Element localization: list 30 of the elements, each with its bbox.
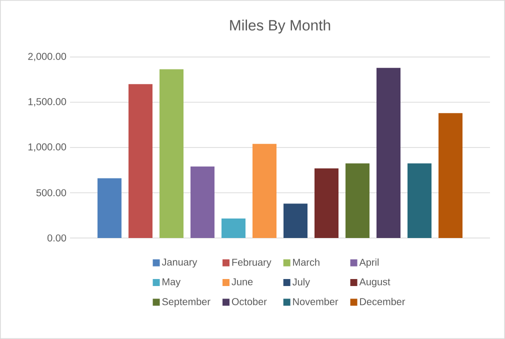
bar <box>438 113 463 238</box>
bar <box>128 84 152 238</box>
legend-label: April <box>359 258 379 268</box>
bar <box>314 168 338 238</box>
legend-label: June <box>232 278 253 286</box>
legend-label: March <box>293 258 320 266</box>
bar <box>190 166 214 238</box>
y-tick-label: 500.00 <box>36 189 66 196</box>
y-tick-label: 1,000.00 <box>28 143 66 152</box>
bar <box>98 178 122 238</box>
legend-label: October <box>232 298 267 306</box>
bar <box>408 163 432 238</box>
bar <box>222 218 246 238</box>
y-tick-label: 0.00 <box>47 234 66 242</box>
legend-label: May <box>162 278 181 288</box>
legend-label: February <box>232 258 272 268</box>
legend-label: August <box>359 278 390 288</box>
bar <box>160 69 184 238</box>
bar <box>252 144 276 238</box>
bar <box>376 68 401 238</box>
y-tick-label: 2,000.00 <box>28 52 66 62</box>
y-tick-label: 1,500.00 <box>28 98 66 106</box>
chart-title: Miles By Month <box>230 20 330 34</box>
legend-label: September <box>162 298 210 308</box>
legend-label: December <box>360 298 406 306</box>
bar <box>284 204 308 238</box>
legend-label: July <box>292 278 310 288</box>
legend-label: November <box>293 298 338 306</box>
bar <box>346 163 370 238</box>
legend-label: January <box>162 258 198 268</box>
